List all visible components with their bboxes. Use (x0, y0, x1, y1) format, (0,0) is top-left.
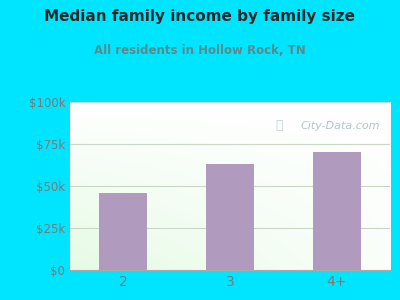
Bar (313, 152, 361, 270)
Text: City-Data.com: City-Data.com (300, 121, 380, 130)
Text: All residents in Hollow Rock, TN: All residents in Hollow Rock, TN (94, 44, 306, 56)
Bar (99, 193, 147, 270)
Bar (206, 164, 254, 270)
Text: Ⓡ: Ⓡ (276, 119, 283, 132)
Text: Median family income by family size: Median family income by family size (44, 9, 356, 24)
